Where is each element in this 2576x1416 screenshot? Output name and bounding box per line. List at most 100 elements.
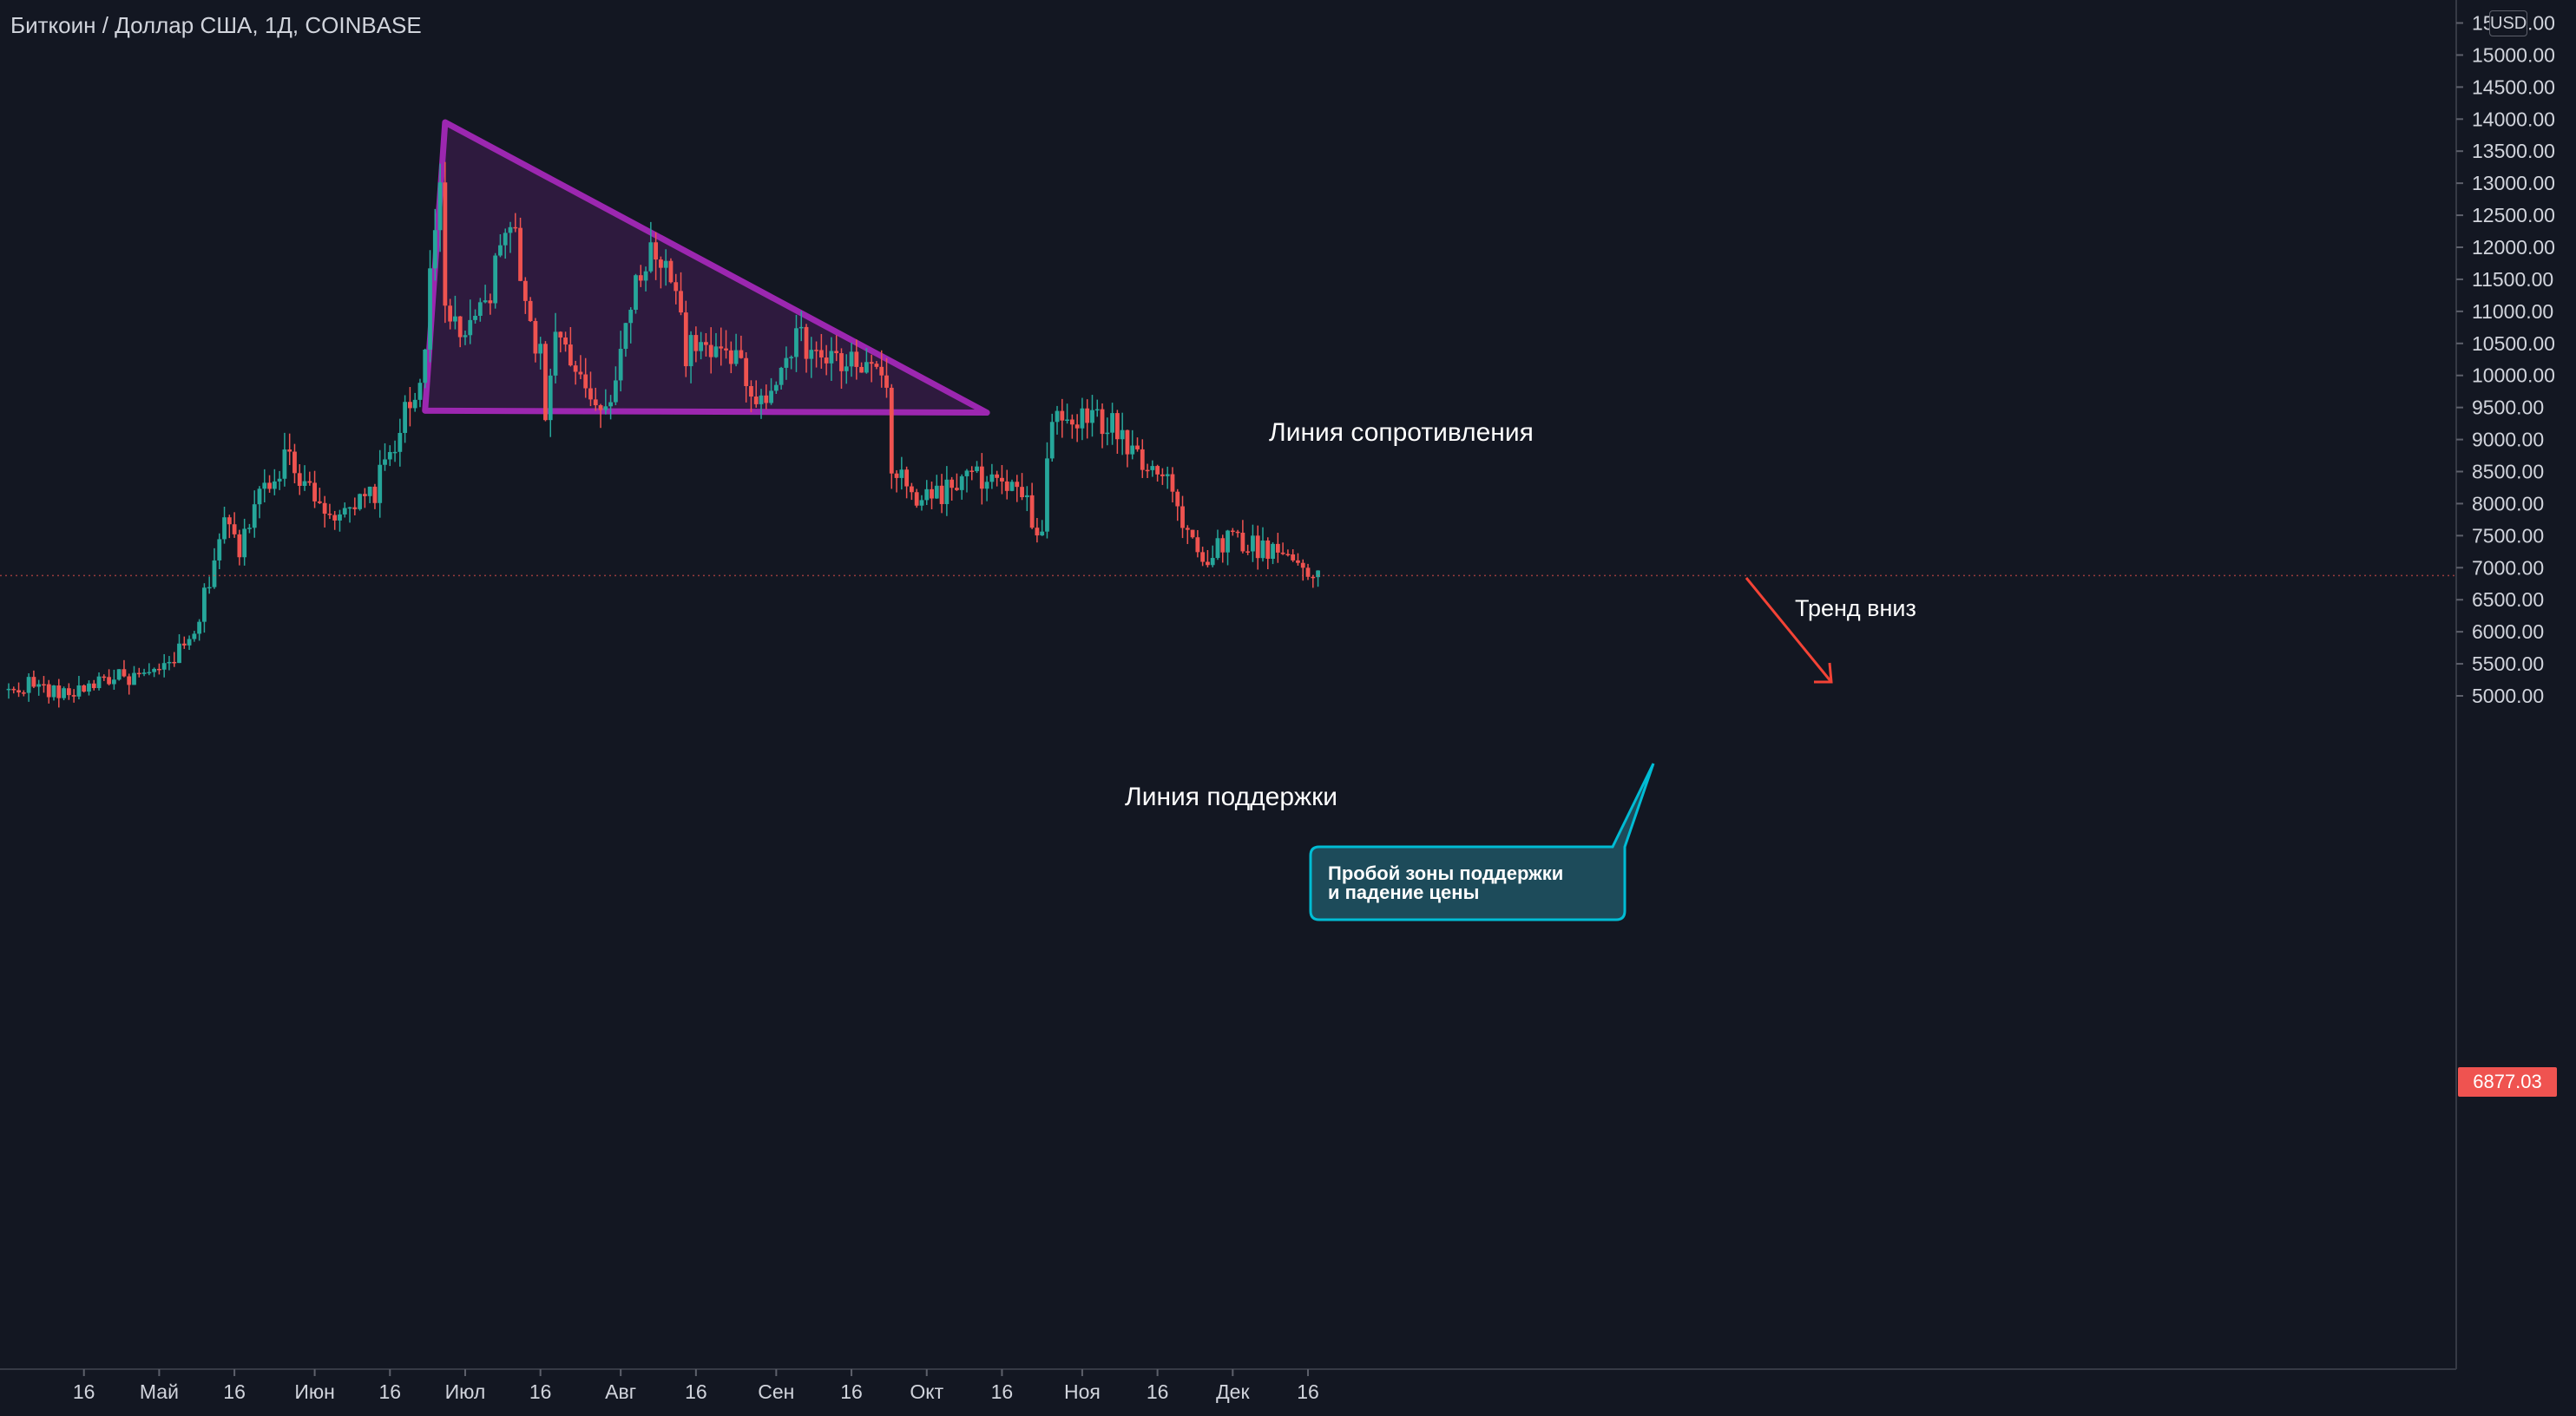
candle-up <box>387 452 392 460</box>
candle-down <box>859 366 864 373</box>
candle-down <box>522 280 528 301</box>
candle-down <box>122 669 127 677</box>
candle-up <box>919 500 924 506</box>
candle-up <box>177 643 181 664</box>
candle-up <box>1049 422 1055 459</box>
trend-arrow-head <box>1814 662 1833 684</box>
candle-up <box>713 346 719 357</box>
time-tick-label: Дек <box>1216 1380 1250 1403</box>
candle-up <box>398 432 403 452</box>
candle-up <box>789 357 794 358</box>
candle-down <box>1175 491 1180 507</box>
candle-up <box>207 587 212 589</box>
candle-up <box>899 469 904 478</box>
price-tick-label: 13500.00 <box>2472 140 2555 162</box>
candle-down <box>1300 562 1305 568</box>
candle-down <box>1085 408 1090 423</box>
candle-down <box>939 485 944 504</box>
candle-down <box>679 291 683 313</box>
candle-down <box>16 690 21 693</box>
time-tick-label: 16 <box>378 1380 401 1403</box>
candle-up <box>628 310 634 324</box>
descending-triangle <box>422 119 990 416</box>
candle-down <box>1135 445 1140 449</box>
candle-up <box>1130 445 1135 455</box>
candle-down <box>518 227 522 281</box>
candle-down <box>408 402 412 409</box>
candle-down <box>638 275 643 281</box>
candle-down <box>668 260 674 283</box>
candle-up <box>247 528 252 529</box>
candle-up <box>779 367 784 385</box>
candle-down <box>764 395 769 403</box>
candle-down <box>31 677 36 687</box>
candle-up <box>1150 466 1155 470</box>
candle-down <box>588 388 593 400</box>
candle-down <box>1060 410 1065 421</box>
currency-button[interactable]: USD <box>2489 10 2527 36</box>
price-tick-label: 14500.00 <box>2472 75 2555 98</box>
candle-up <box>197 621 202 634</box>
callout-text-line1: Пробой зоны поддержки <box>1328 862 1563 884</box>
candle-down <box>894 473 899 478</box>
candle-up <box>618 349 623 381</box>
time-tick-label: Ноя <box>1064 1380 1101 1403</box>
candle-down <box>157 668 161 671</box>
candle-down <box>869 362 874 364</box>
candle-down <box>91 683 96 689</box>
candle-down <box>1185 528 1190 530</box>
candle-down <box>543 344 548 421</box>
candle-up <box>222 517 227 540</box>
candle-down <box>904 469 910 487</box>
price-tick-label: 5000.00 <box>2472 685 2544 707</box>
candle-down <box>1015 482 1020 488</box>
candle-up <box>111 679 116 685</box>
candle-up <box>477 302 483 317</box>
candle-up <box>809 350 814 359</box>
candle-up <box>262 482 267 489</box>
candle-down <box>719 346 724 349</box>
time-tick-label: 16 <box>529 1380 552 1403</box>
candle-up <box>538 344 543 354</box>
candle-up <box>161 663 167 670</box>
candle-up <box>733 350 739 364</box>
candle-down <box>1275 543 1280 553</box>
candle-up <box>493 255 498 304</box>
candle-up <box>347 507 352 509</box>
candle-up <box>849 351 854 367</box>
candle-down <box>457 316 463 338</box>
callout-text-line2: и падение цены <box>1328 882 1479 903</box>
candle-down <box>181 643 187 646</box>
price-tick-label: 9500.00 <box>2472 397 2544 419</box>
time-tick-label: 16 <box>73 1380 95 1403</box>
price-tick-label: 9000.00 <box>2472 429 2544 451</box>
candle-up <box>603 406 608 410</box>
candle-up <box>623 323 628 350</box>
candle-up <box>498 245 503 256</box>
candle-down <box>1004 481 1009 491</box>
candle-down <box>950 479 955 488</box>
candle-up <box>784 357 789 368</box>
candle-up <box>844 366 849 371</box>
time-tick-label: Июн <box>294 1380 334 1403</box>
candle-up <box>76 685 82 697</box>
candle-up <box>412 399 417 409</box>
candle-down <box>1245 551 1251 553</box>
candle-up <box>403 402 408 433</box>
candle-down <box>443 182 448 306</box>
breakout-callout <box>1309 763 1655 921</box>
price-tick-label: 15000.00 <box>2472 43 2555 66</box>
time-tick-label: Июл <box>445 1380 486 1403</box>
price-axis-panel <box>2456 0 2576 1416</box>
candle-down <box>1280 552 1285 554</box>
price-tick-label: 13000.00 <box>2472 172 2555 194</box>
time-tick-label: 16 <box>991 1380 1014 1403</box>
candle-up <box>984 482 989 489</box>
candle-down <box>914 492 919 506</box>
candle-down <box>874 364 879 367</box>
candle-down <box>818 350 824 358</box>
candle-up <box>302 481 307 486</box>
candle-up <box>508 226 513 233</box>
candle-down <box>704 342 708 345</box>
